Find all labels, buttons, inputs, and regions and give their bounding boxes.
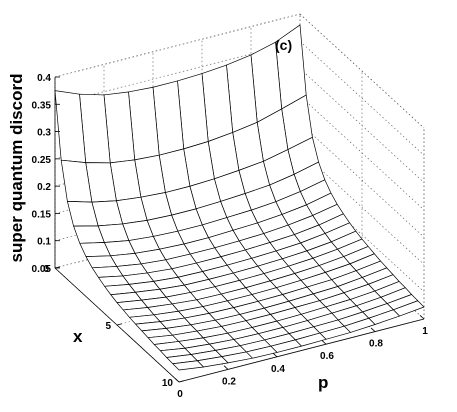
axes <box>54 76 425 383</box>
z-tick-label: 0.2 <box>37 182 51 193</box>
p-axis-label: p <box>318 373 328 392</box>
box-top-edge <box>299 13 425 129</box>
z-tick-label: 0.15 <box>32 209 52 220</box>
p-tick-mark <box>174 378 180 383</box>
grid-line-z-back <box>299 41 425 156</box>
p-tick-mark <box>272 352 278 358</box>
p-tick-label: 1 <box>422 326 428 337</box>
z-tick-label: 0.4 <box>37 73 51 84</box>
x-tick-label: 0 <box>43 264 49 275</box>
z-axis-label: super quantum discord <box>7 74 26 263</box>
x-tick-mark <box>178 380 185 383</box>
z-tick-label: 0.3 <box>37 128 51 139</box>
surface-patch <box>172 360 204 371</box>
p-tick-label: 0.6 <box>320 351 334 362</box>
p-axis-line <box>178 318 425 383</box>
x-tick-label: 5 <box>105 321 111 332</box>
z-tick-label: 0.1 <box>37 237 51 248</box>
z-tick-label: 0.25 <box>32 155 52 166</box>
x-tick-label: 10 <box>162 378 174 389</box>
tick-labels: 0.050.10.150.20.250.30.350.4051000.20.40… <box>32 73 429 400</box>
x-axis-label: x <box>73 327 83 346</box>
z-tick-label: 0.05 <box>32 264 52 275</box>
grid-line-z-back <box>299 122 425 238</box>
p-tick-label: 0.2 <box>222 376 236 387</box>
p-tick-label: 0.4 <box>271 364 285 375</box>
panel-label: (c) <box>275 37 292 53</box>
p-tick-label: 0.8 <box>369 339 383 350</box>
x-tick-mark <box>116 323 123 326</box>
z-tick-label: 0.35 <box>32 100 52 111</box>
p-tick-mark <box>419 315 425 320</box>
p-tick-mark <box>370 327 376 332</box>
p-tick-label: 0 <box>177 389 183 400</box>
p-tick-mark <box>321 340 327 345</box>
surface-mesh <box>54 24 425 371</box>
x-tick-mark <box>54 266 61 269</box>
p-tick-mark <box>223 365 229 370</box>
